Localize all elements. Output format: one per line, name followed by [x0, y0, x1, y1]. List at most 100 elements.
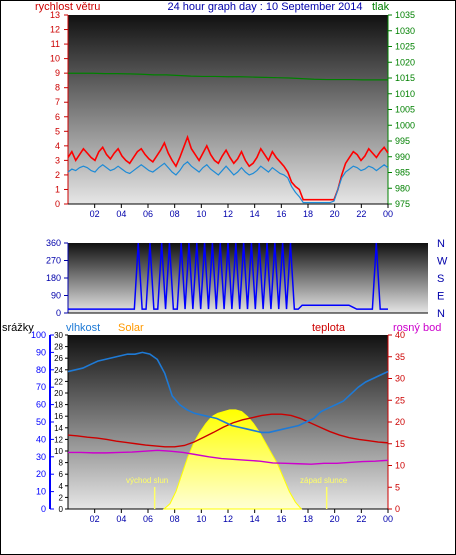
right-tick-label: 980	[395, 183, 410, 193]
right-tick-label: 1005	[395, 105, 415, 115]
left-tick-label: 2	[55, 170, 60, 180]
humidity-tick-label: 8	[59, 459, 64, 468]
rain-tick-label: 0	[41, 504, 46, 514]
left-tick-label: 5	[55, 126, 60, 136]
left-tick-label: 11	[51, 39, 60, 49]
temperature-tick-label: 15	[395, 439, 405, 449]
dewpoint-line	[68, 449, 389, 465]
right-tick-label: 985	[395, 168, 410, 178]
left-tick-label: 7	[55, 97, 60, 107]
x-tick-label: 10	[196, 209, 206, 219]
x-tick-label: 06	[143, 514, 153, 524]
humidity-tick-label: 12	[54, 435, 63, 444]
right-tick-label: 1010	[395, 89, 415, 99]
x-tick-label: 04	[116, 209, 126, 219]
humidity-tick-label: 0	[59, 505, 64, 514]
x-tick-label: 12	[223, 514, 233, 524]
right-tick-label: 1015	[395, 73, 415, 83]
humidity-tick-label: 18	[54, 401, 63, 410]
wind-average-line	[67, 161, 389, 204]
rain-tick-label: 30	[36, 452, 46, 462]
humidity-tick-label: 30	[54, 331, 63, 340]
rain-tick-label: 40	[36, 434, 46, 444]
left-tick-label: 6	[55, 112, 60, 122]
x-tick-label: 12	[223, 209, 233, 219]
plot-background	[68, 15, 388, 204]
left-tick-label: 90	[51, 291, 61, 301]
humidity-temperature-chart: 0102030405060708090100024681012141618202…	[31, 330, 405, 524]
left-tick-label: 12	[50, 25, 60, 35]
x-tick-label: 08	[170, 514, 180, 524]
pressure-label: tlak	[372, 1, 390, 13]
rain-tick-label: 90	[36, 347, 46, 357]
left-tick-label: 10	[50, 54, 60, 64]
left-tick-label: 270	[46, 256, 61, 266]
rain-tick-label: 50	[36, 417, 46, 427]
x-tick-label: 10	[196, 514, 206, 524]
temperature-tick-label: 10	[395, 461, 405, 471]
temperature-tick-label: 5	[395, 482, 400, 492]
x-tick-label: 20	[330, 209, 340, 219]
x-tick-label: 14	[250, 209, 260, 219]
temperature-tick-label: 20	[395, 417, 405, 427]
left-tick-label: 4	[55, 141, 60, 151]
temperature-tick-label: 35	[395, 352, 405, 362]
compass-label: E	[437, 291, 444, 303]
pressure-line	[68, 72, 388, 81]
humidity-tick-label: 10	[54, 447, 63, 456]
right-tick-label: 1000	[395, 120, 415, 130]
x-tick-label: 16	[276, 209, 286, 219]
humidity-tick-label: 14	[54, 424, 63, 433]
humidity-tick-label: 26	[54, 354, 63, 363]
left-tick-label: 0	[56, 308, 61, 318]
rain-label: srážky	[2, 322, 34, 334]
dewpoint-label: rosný bod	[393, 322, 441, 334]
x-tick-label: 00	[383, 209, 393, 219]
left-tick-label: 360	[46, 238, 61, 248]
right-tick-label: 1030	[395, 26, 415, 36]
humidity-tick-label: 16	[54, 412, 63, 421]
humidity-tick-label: 24	[54, 366, 63, 375]
rain-tick-label: 100	[31, 330, 46, 340]
compass-label: S	[437, 273, 444, 285]
chart-title: 24 hour graph day : 10 September 2014	[167, 1, 362, 13]
left-tick-label: 1	[55, 184, 60, 194]
x-tick-label: 20	[330, 514, 340, 524]
x-tick-label: 02	[90, 209, 100, 219]
temperature-tick-label: 40	[395, 330, 405, 340]
temperature-tick-label: 0	[395, 504, 400, 514]
humidity-tick-label: 22	[54, 377, 63, 386]
right-tick-label: 995	[395, 136, 410, 146]
left-tick-label: 9	[55, 68, 60, 78]
x-tick-label: 08	[170, 209, 180, 219]
humidity-tick-label: 4	[59, 482, 64, 491]
x-tick-label: 04	[116, 514, 126, 524]
right-tick-label: 990	[395, 152, 410, 162]
temperature-tick-label: 25	[395, 395, 405, 405]
humidity-label: vlhkost	[66, 322, 100, 334]
humidity-line	[67, 351, 389, 434]
right-tick-label: 975	[395, 199, 410, 209]
x-tick-label: 00	[383, 514, 393, 524]
wind-direction-line	[68, 242, 388, 310]
left-tick-label: 13	[50, 10, 60, 20]
right-tick-label: 1035	[395, 10, 415, 20]
humidity-tick-label: 28	[54, 343, 63, 352]
right-tick-label: 1020	[395, 57, 415, 67]
left-tick-label: 3	[55, 155, 60, 165]
x-tick-label: 22	[356, 209, 366, 219]
humidity-tick-label: 2	[59, 493, 64, 502]
rain-tick-label: 60	[36, 400, 46, 410]
x-tick-label: 02	[90, 514, 100, 524]
temperature-label: teplota	[312, 322, 346, 334]
left-tick-label: 0	[55, 199, 60, 209]
x-tick-label: 06	[143, 209, 153, 219]
x-tick-label: 16	[276, 514, 286, 524]
solar-label: Solar	[118, 322, 144, 334]
rain-tick-label: 70	[36, 382, 46, 392]
humidity-tick-label: 20	[54, 389, 63, 398]
temperature-line	[67, 413, 389, 448]
